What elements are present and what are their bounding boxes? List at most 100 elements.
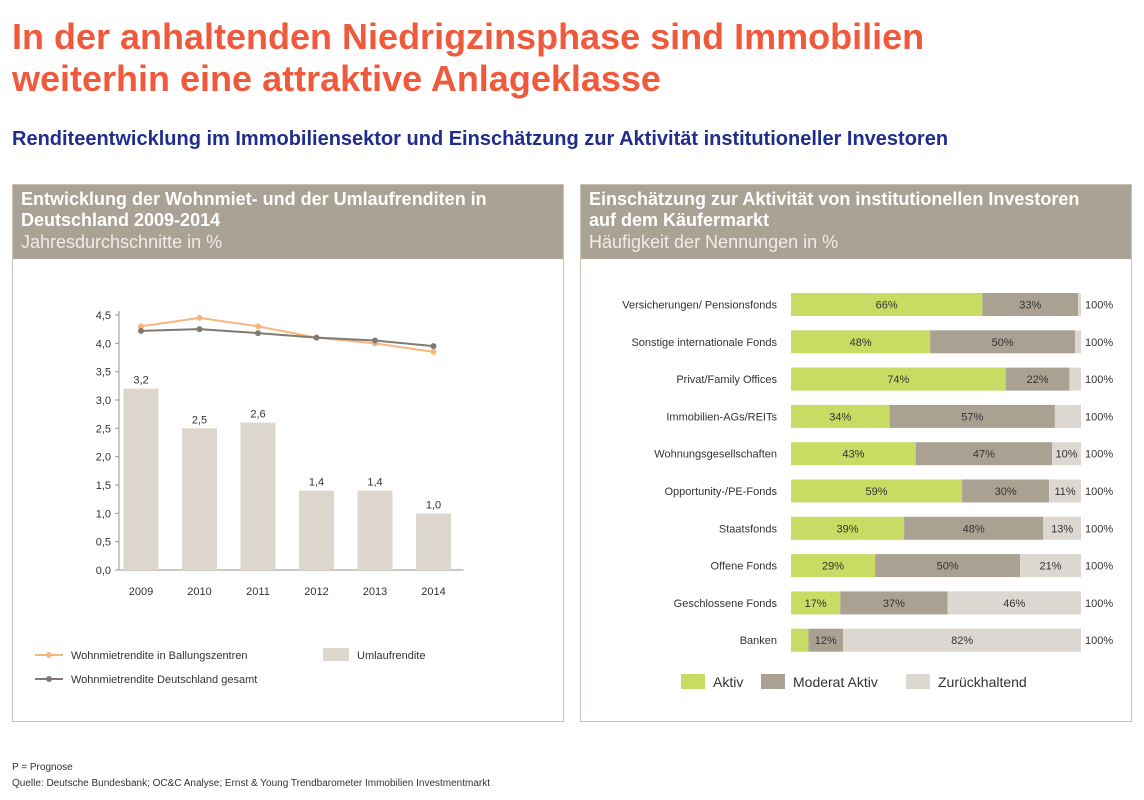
yield-chart: 0,0 0,5 1,0 1,5 2,0 2,5 3,0 3,5 4,0 4,5 2009 3,2 201… <box>35 310 464 686</box>
moderat-aktiv-segment <box>962 479 1050 503</box>
y-tick-label: 2,5 <box>96 423 111 435</box>
moderat-aktiv-segment-label: 48% <box>963 523 985 535</box>
investor-chart: Versicherungen/ Pensionsfonds 66% 33% 100% S… <box>622 293 1113 690</box>
deutschland-line-point <box>313 334 320 341</box>
ballungszentren-line-point <box>138 323 144 330</box>
x-tick-label: 2011 <box>246 586 270 598</box>
total-label: 100% <box>1085 486 1113 498</box>
aktiv-legend-label: Aktiv <box>713 674 743 690</box>
total-label: 100% <box>1085 449 1113 461</box>
aktiv-segment-label: 39% <box>837 523 859 535</box>
moderat-aktiv-segment-label: 57% <box>961 411 983 423</box>
category-label: Opportunity-/PE-Fonds <box>665 486 778 498</box>
zurueckhaltend-segment-label: 11% <box>1054 486 1075 498</box>
moderat-aktiv-segment-label: 37% <box>883 598 905 610</box>
aktiv-segment <box>791 293 983 316</box>
aktiv-segment-label: 29% <box>822 561 844 573</box>
y-tick-label: 3,0 <box>96 395 111 407</box>
y-tick-label: 4,0 <box>96 338 111 350</box>
aktiv-segment-label: 34% <box>829 411 851 423</box>
umlaufrendite-bar-label: 2,5 <box>192 414 207 426</box>
total-label: 100% <box>1085 337 1113 349</box>
zurueckhaltend-segment <box>1078 293 1081 316</box>
zurueckhaltend-segment-label: 21% <box>1040 561 1062 573</box>
investor-chart-heading-line2: auf dem Käufermarkt <box>589 210 770 230</box>
zurueckhaltend-segment <box>947 591 1081 615</box>
x-tick-label: 2009 <box>129 586 153 598</box>
x-tick-label: 2014 <box>421 586 445 598</box>
ballungszentren-line-point <box>430 348 437 355</box>
zurueckhaltend-segment <box>1054 404 1081 428</box>
aktiv-segment <box>791 442 916 466</box>
umlaufrendite-bar-label: 1,0 <box>426 499 441 511</box>
moderat-aktiv-segment-label: 47% <box>973 449 995 461</box>
aktiv-segment-label: 66% <box>876 300 898 312</box>
moderat-aktiv-segment <box>808 628 844 652</box>
zurueckhaltend-segment <box>1020 554 1081 578</box>
umlaufrendite-bar-label: 3,2 <box>133 375 148 387</box>
total-label: 100% <box>1085 523 1113 535</box>
category-label: Versicherungen/ Pensionsfonds <box>622 300 777 312</box>
legend-deutschland-marker <box>46 676 52 682</box>
zurueckhaltend-legend-label: Zurückhaltend <box>938 674 1027 690</box>
footnote-source: Quelle: Deutsche Bundesbank; OC&C Analys… <box>12 778 491 789</box>
x-tick-label: 2013 <box>363 586 387 598</box>
umlaufrendite-bar <box>416 513 451 570</box>
aktiv-segment <box>791 404 890 428</box>
yield-chart-header: Entwicklung der Wohnmiet- und der Umlauf… <box>13 185 563 259</box>
total-label: 100% <box>1085 561 1113 573</box>
umlaufrendite-bar <box>123 388 159 570</box>
umlaufrendite-bar <box>299 490 334 570</box>
x-tick-label: 2010 <box>187 586 211 598</box>
zurueckhaltend-segment <box>1052 442 1081 466</box>
category-label: Geschlossene Fonds <box>674 598 778 610</box>
main-title-line1: In der anhaltenden Niedrigzinsphase sind… <box>12 16 925 57</box>
zurueckhaltend-segment <box>1075 330 1081 354</box>
y-tick-label: 2,0 <box>96 452 111 464</box>
yield-chart-panel: Entwicklung der Wohnmiet- und der Umlauf… <box>12 184 564 722</box>
deutschland-line-point <box>372 337 378 344</box>
umlaufrendite-bar-label: 2,6 <box>250 409 265 421</box>
moderat-aktiv-segment <box>889 404 1055 428</box>
deutschland-line-point <box>430 343 437 350</box>
yield-chart-heading-line1: Entwicklung der Wohnmiet- und der Umlauf… <box>21 189 487 209</box>
umlaufrendite-bar <box>182 428 217 570</box>
zurueckhaltend-legend-swatch <box>906 674 930 689</box>
category-label: Wohnungsgesellschaften <box>654 449 777 461</box>
zurueckhaltend-segment-label: 10% <box>1055 449 1077 461</box>
aktiv-segment <box>791 367 1006 391</box>
deutschland-line <box>140 328 434 348</box>
umlaufrendite-bar-label: 1,4 <box>309 477 324 489</box>
category-label: Privat/Family Offices <box>676 374 777 386</box>
moderat-aktiv-segment <box>875 554 1021 578</box>
moderat-aktiv-segment <box>904 516 1044 540</box>
total-label: 100% <box>1085 300 1113 312</box>
zurueckhaltend-segment <box>843 628 1081 652</box>
deutschland-line-point <box>255 330 261 337</box>
aktiv-segment <box>791 554 876 578</box>
aktiv-legend-swatch <box>681 674 705 689</box>
moderat-aktiv-segment <box>982 293 1079 316</box>
main-title: In der anhaltenden Niedrigzinsphase sind… <box>12 16 1122 100</box>
legend-deutschland-label: Wohnmietrendite Deutschland gesamt <box>71 674 257 686</box>
deutschland-line-point <box>196 326 203 333</box>
y-tick-label: 1,5 <box>96 480 111 492</box>
zurueckhaltend-segment <box>1049 479 1081 503</box>
moderat-aktiv-segment-label: 12% <box>815 635 837 647</box>
category-label: Offene Fonds <box>711 561 778 573</box>
total-label: 100% <box>1085 635 1113 647</box>
y-tick-label: 0,0 <box>96 565 111 577</box>
aktiv-segment <box>791 516 905 540</box>
moderat-aktiv-segment-label: 30% <box>995 486 1017 498</box>
investor-chart-panel: Einschätzung zur Aktivität von instituti… <box>580 184 1132 722</box>
footnote-prognose: P = Prognose <box>12 762 73 773</box>
main-subtitle: Renditeentwicklung im Immobiliensektor u… <box>12 128 949 150</box>
y-tick-label: 4,5 <box>96 310 111 322</box>
ballungszentren-line-point <box>255 323 261 330</box>
total-label: 100% <box>1085 598 1113 610</box>
y-tick-label: 3,5 <box>96 367 111 379</box>
y-tick-label: 0,5 <box>96 537 111 549</box>
category-label: Banken <box>740 635 777 647</box>
zurueckhaltend-segment <box>1069 367 1081 391</box>
umlaufrendite-bar <box>240 422 276 570</box>
